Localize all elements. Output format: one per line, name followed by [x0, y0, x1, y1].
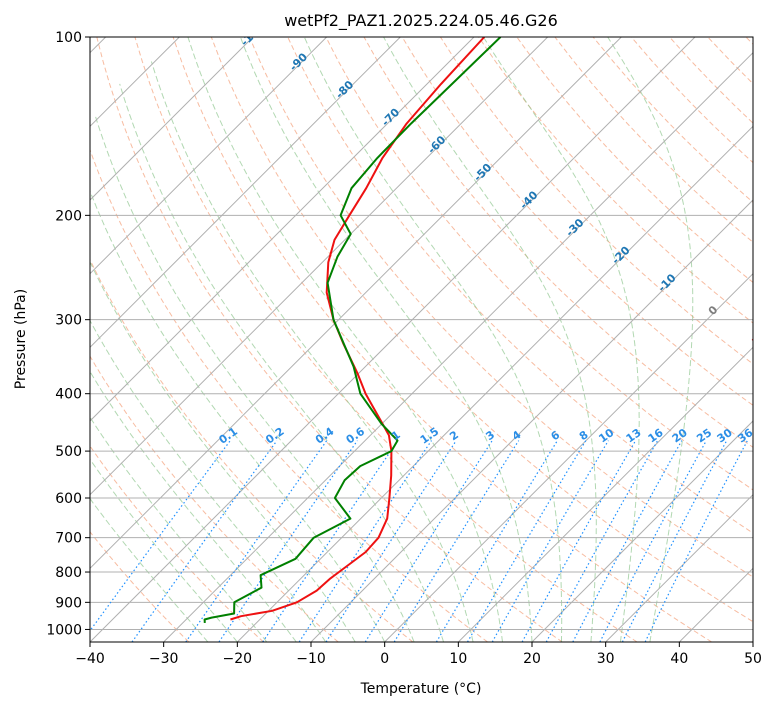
- dry-adiabat-line: [401, 37, 753, 406]
- moist-adiabats: [90, 37, 694, 642]
- y-tick-label: 800: [55, 565, 82, 581]
- isotherm-line: [310, 199, 753, 642]
- y-axis-label: Pressure (hPa): [13, 289, 29, 389]
- isotherm-line: [163, 51, 753, 642]
- isotherm-line: [384, 272, 753, 642]
- dry-adiabat-line: [439, 37, 753, 365]
- plot-frame: [89, 36, 754, 643]
- mixing-ratio-line: [131, 440, 278, 642]
- x-tick-label: 30: [597, 651, 615, 667]
- isotherm-line: [90, 37, 549, 496]
- isotherm-line: [90, 37, 622, 570]
- dry-adiabats: [90, 37, 753, 642]
- isotherm-label: -100: [238, 20, 267, 49]
- mixing-ratio-line: [491, 440, 609, 642]
- y-tick-label: 900: [55, 595, 82, 611]
- axes: −40 −30 −20 −10 0 10 20 30 40 50 100 200 300 400 500 60…: [46, 30, 762, 667]
- mixing-ratio-line: [545, 440, 659, 642]
- moist-adiabat-line: [90, 319, 327, 642]
- dry-adiabat-line: [516, 37, 753, 284]
- x-tick-label: −30: [149, 651, 179, 667]
- isotherm-line: [90, 37, 401, 349]
- moist-adiabat-line: [607, 37, 694, 642]
- moist-adiabat-line: [303, 37, 563, 642]
- dry-adiabat-line: [96, 37, 563, 642]
- sounding-profiles: [203, 37, 502, 623]
- dry-adiabat-line: [90, 148, 488, 642]
- y-tick-label: 300: [55, 313, 82, 329]
- mixing-ratio-line: [364, 440, 493, 642]
- moist-adiabat-line: [90, 416, 268, 642]
- moist-adiabat-line: [90, 370, 297, 642]
- y-tick-label: 400: [55, 387, 82, 403]
- moist-adiabat-line: [150, 61, 474, 642]
- x-tick-label: 50: [744, 651, 762, 667]
- moist-adiabat-line: [90, 458, 238, 642]
- mixing-ratio-line: [325, 440, 457, 642]
- moist-adiabat-line: [482, 37, 640, 642]
- isotherm-line: [90, 37, 696, 642]
- x-tick-label: 0: [380, 651, 389, 667]
- x-tick-label: 20: [523, 651, 541, 667]
- moist-adiabat-line: [90, 497, 209, 642]
- mixing-ratio-line: [572, 440, 683, 642]
- isotherm-line: [605, 493, 753, 642]
- isotherm-line: [531, 420, 753, 642]
- mixing-ratio-lines: [90, 440, 748, 642]
- x-tick-label: 40: [670, 651, 688, 667]
- dry-adiabat-line: [90, 355, 339, 642]
- isotherm-line: [236, 125, 753, 642]
- y-tick-label: 500: [55, 444, 82, 460]
- dewpoint-profile-line: [203, 37, 502, 623]
- isotherm-line: [90, 37, 475, 422]
- y-tick-label: 200: [55, 208, 82, 224]
- x-tick-label: 10: [449, 651, 467, 667]
- x-tick-label: −10: [296, 651, 326, 667]
- mixing-ratio-line: [185, 440, 328, 642]
- y-tick-label: 700: [55, 531, 82, 547]
- x-tick-label: −20: [223, 651, 253, 667]
- mixing-ratio-line: [521, 440, 637, 642]
- mixing-ratio-line: [262, 440, 399, 642]
- x-axis-label: Temperature (°C): [360, 681, 482, 697]
- isotherm-label: 10: [749, 328, 769, 348]
- mixing-ratio-line: [90, 440, 231, 632]
- mixing-ratio-line: [393, 440, 520, 642]
- mixing-ratio-line: [298, 440, 432, 642]
- dry-adiabat-line: [210, 37, 753, 623]
- y-tick-label: 1000: [46, 622, 82, 638]
- dry-adiabat-line: [172, 37, 712, 642]
- dry-adiabat-line: [249, 37, 753, 578]
- dry-adiabat-line: [134, 37, 638, 642]
- mixing-ratio-label: 36: [735, 426, 755, 446]
- moist-adiabat-line: [187, 37, 503, 642]
- mixing-ratio-line: [466, 440, 587, 642]
- isotherm-line: [90, 37, 328, 275]
- dry-adiabat-line: [90, 445, 264, 642]
- plot-area: 0.10.20.40.611.52346810131620253036-100-…: [90, 20, 769, 642]
- y-tick-label: 600: [55, 491, 82, 507]
- moist-adiabat-line: [239, 37, 533, 642]
- mixing-ratio-line: [435, 440, 558, 642]
- chart-title: wetPf2_PAZ1.2025.224.05.46.G26: [284, 11, 558, 31]
- isotherm-line: [457, 346, 753, 642]
- moist-adiabat-line: [383, 37, 597, 642]
- x-tick-label: −40: [75, 651, 105, 667]
- isotherm-line: [90, 37, 254, 201]
- moist-adiabat-line: [94, 114, 415, 642]
- dry-adiabat-line: [325, 37, 753, 491]
- grid-lines: [90, 37, 753, 642]
- mixing-ratio-line: [644, 440, 748, 642]
- dry-adiabat-line: [90, 531, 190, 642]
- y-tick-label: 100: [55, 30, 82, 46]
